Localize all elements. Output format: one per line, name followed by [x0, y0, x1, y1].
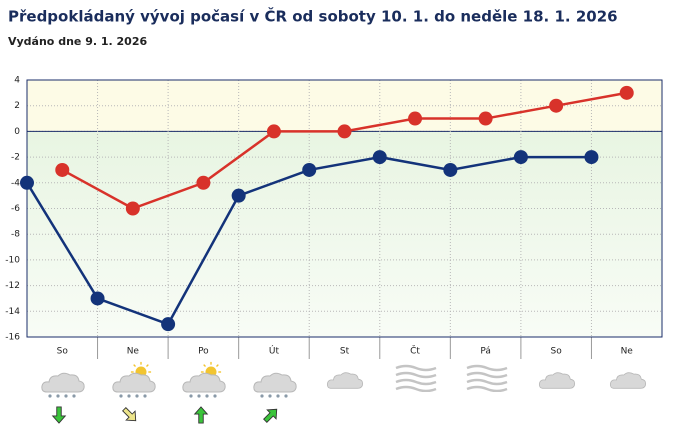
y-tick-label: -4 — [11, 178, 20, 188]
y-tick-label: 0 — [14, 127, 20, 137]
x-tick-label: Ne — [127, 347, 140, 357]
temperature-point — [125, 201, 140, 216]
temperature-point — [20, 175, 34, 190]
wind-arrows — [52, 404, 282, 426]
x-tick-label: Čt — [410, 345, 420, 357]
warm-zone — [27, 80, 662, 132]
plot-frame — [26, 79, 663, 338]
x-tick-label: So — [57, 347, 69, 357]
y-tick-label: -16 — [5, 333, 20, 343]
x-tick-label: St — [340, 347, 350, 357]
y-tick-label: -6 — [11, 204, 20, 214]
chart-subtitle: Vydáno dne 9. 1. 2026 — [8, 35, 147, 48]
temperature-point — [302, 162, 317, 177]
temperature-point — [372, 150, 387, 165]
x-tick-label: Pá — [480, 347, 491, 357]
temperature-point — [443, 162, 458, 177]
y-tick-label: 4 — [14, 76, 20, 86]
y-tick-label: -10 — [5, 255, 20, 265]
temperature-point — [478, 111, 493, 126]
x-tick-label: So — [551, 347, 563, 357]
x-tick-label: Po — [198, 347, 209, 357]
y-tick-label: -12 — [5, 281, 20, 291]
temperature-point — [549, 98, 564, 113]
temperature-point — [619, 85, 634, 100]
temperature-point — [90, 291, 105, 306]
temperature-point — [513, 150, 528, 165]
x-tick-label: Ne — [621, 347, 634, 357]
y-tick-label: -2 — [11, 153, 20, 163]
temperature-point — [231, 188, 246, 203]
temperature-point — [55, 162, 70, 177]
temperature-point — [337, 124, 352, 139]
temperature-point — [266, 124, 281, 139]
y-tick-label: 2 — [14, 101, 20, 111]
temperature-point — [408, 111, 423, 126]
temperature-point — [196, 175, 211, 190]
temperature-point — [584, 150, 599, 165]
temperature-point — [161, 317, 176, 332]
x-tick-label: Út — [269, 345, 280, 357]
chart-title: Předpokládaný vývoj počasí v ČR od sobot… — [8, 7, 618, 26]
y-tick-label: -8 — [11, 230, 20, 240]
plot-area: -16 -14 -12 -10 -8 -6 -4 -2 0 2 4 So Ne Po Út St Čt Pá So N… — [5, 76, 663, 359]
weather-icons — [41, 361, 647, 398]
y-tick-label: -14 — [5, 307, 20, 317]
